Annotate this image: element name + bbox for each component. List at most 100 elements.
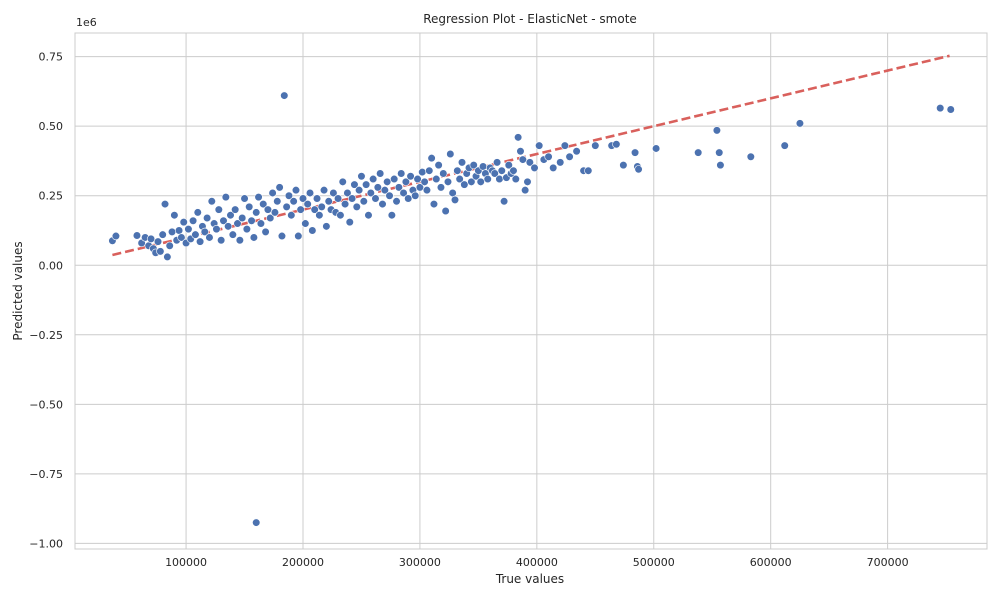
data-point <box>348 194 357 203</box>
data-point <box>418 167 427 177</box>
data-point <box>177 233 186 242</box>
data-point <box>163 252 172 262</box>
data-point <box>191 230 200 239</box>
data-point <box>252 518 261 527</box>
data-point <box>390 174 399 184</box>
data-point <box>619 161 628 170</box>
data-point <box>460 180 469 189</box>
data-point <box>434 161 443 170</box>
data-point <box>420 177 429 186</box>
data-point <box>188 216 198 225</box>
data-point <box>291 186 301 195</box>
data-point <box>308 226 317 235</box>
data-point <box>249 233 258 242</box>
data-point <box>399 188 408 198</box>
data-point <box>203 213 212 223</box>
data-point <box>565 152 574 161</box>
data-point <box>387 211 396 220</box>
data-point <box>780 141 789 150</box>
data-point <box>287 211 296 220</box>
data-point <box>572 147 581 156</box>
data-point <box>518 155 527 164</box>
data-point <box>207 197 216 206</box>
data-point <box>584 166 593 175</box>
data-point <box>523 177 532 186</box>
data-point <box>478 162 488 171</box>
data-point <box>268 188 277 198</box>
data-point <box>324 197 333 206</box>
data-point <box>429 199 439 209</box>
data-point <box>270 208 280 217</box>
data-point <box>111 231 121 241</box>
data-point <box>415 183 425 192</box>
data-point <box>490 169 499 178</box>
data-point <box>712 126 722 135</box>
data-point <box>380 186 389 195</box>
data-point <box>521 186 530 195</box>
data-point <box>432 174 441 184</box>
x-tick-label: 500000 <box>633 556 675 569</box>
data-point <box>238 213 247 223</box>
data-point <box>228 230 237 239</box>
data-point <box>746 152 755 161</box>
x-tick-label: 100000 <box>165 556 207 569</box>
data-point <box>214 205 223 214</box>
data-point <box>231 205 240 214</box>
data-point <box>340 199 350 209</box>
data-point <box>715 148 724 157</box>
data-point <box>219 216 228 225</box>
data-point <box>305 188 315 198</box>
data-point <box>516 147 525 156</box>
data-point <box>544 152 553 161</box>
x-tick-label: 400000 <box>516 556 558 569</box>
data-point <box>457 158 467 167</box>
data-point <box>315 211 324 220</box>
data-point <box>453 166 462 175</box>
data-point <box>406 172 415 181</box>
data-point <box>245 202 254 211</box>
data-point <box>350 180 359 189</box>
data-point <box>376 169 385 178</box>
data-point <box>359 197 368 206</box>
data-point <box>132 231 142 240</box>
data-point <box>549 163 558 173</box>
data-point <box>217 236 226 245</box>
data-point <box>179 218 188 227</box>
data-point <box>317 202 326 211</box>
data-point <box>200 227 209 236</box>
data-point <box>397 169 406 178</box>
data-point <box>652 144 661 153</box>
data-point <box>160 199 170 209</box>
data-point <box>170 211 179 220</box>
data-point <box>795 119 805 128</box>
data-point <box>289 197 298 206</box>
data-point <box>282 202 291 211</box>
x-tick-label: 300000 <box>399 556 441 569</box>
x-tick-label: 600000 <box>750 556 792 569</box>
data-point <box>343 188 352 198</box>
data-point <box>338 177 347 186</box>
data-point <box>277 231 287 241</box>
data-point <box>212 225 221 234</box>
data-point <box>378 199 387 209</box>
data-point <box>329 188 338 198</box>
data-point <box>448 188 457 198</box>
data-point <box>634 165 643 174</box>
data-point <box>205 233 214 242</box>
data-point <box>385 191 394 200</box>
data-point <box>443 177 453 186</box>
data-point <box>336 211 345 220</box>
data-point <box>266 213 275 223</box>
data-point <box>156 247 165 256</box>
y-tick-label: 0.50 <box>39 120 64 133</box>
data-point <box>296 205 305 214</box>
data-point <box>221 193 230 202</box>
data-point <box>193 208 202 217</box>
data-point <box>504 161 513 170</box>
data-point <box>224 222 233 231</box>
data-point <box>404 194 413 203</box>
data-point <box>259 199 268 209</box>
data-point <box>362 180 371 189</box>
y-axis-label: Predicted values <box>11 241 25 340</box>
